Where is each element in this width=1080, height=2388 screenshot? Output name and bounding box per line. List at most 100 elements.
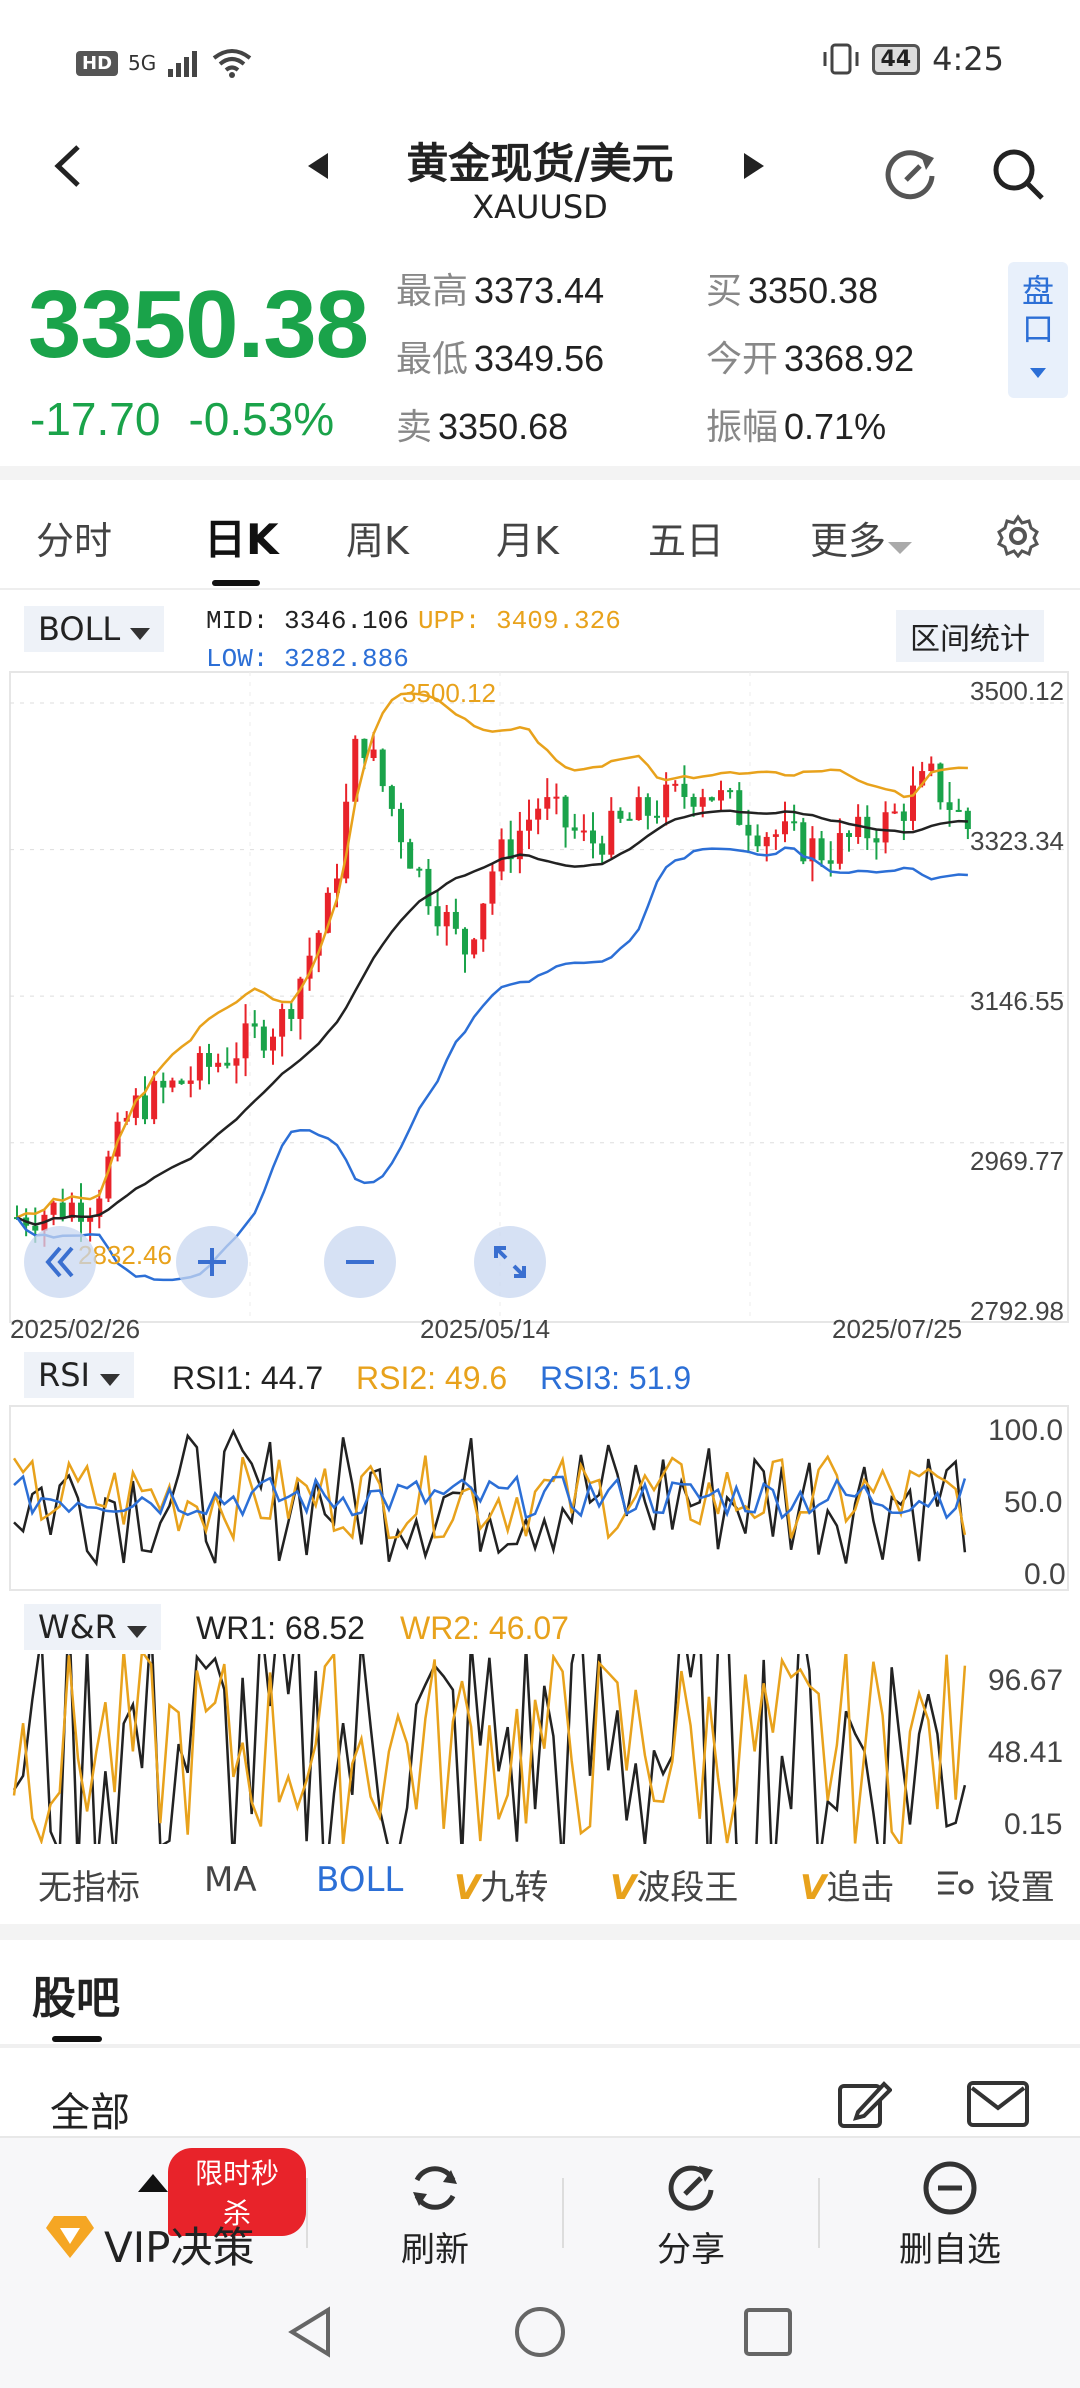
candle-body [617, 810, 624, 819]
high-cell: 最高 3373.44 [396, 270, 605, 311]
candle-body [553, 796, 560, 799]
tab-weekly-k[interactable]: 周K [346, 519, 409, 563]
candle-body [535, 808, 542, 820]
remove-watchlist-button[interactable]: 删自选 [820, 2138, 1080, 2278]
fullscreen-button[interactable] [474, 1226, 546, 1298]
candle-body [96, 1198, 103, 1217]
candle-body [791, 821, 798, 824]
candle-body [196, 1053, 203, 1081]
nav-recents-icon[interactable] [742, 2306, 794, 2358]
indicator-tab-nine-turn[interactable]: V九转 [454, 1868, 549, 1908]
search-icon [993, 149, 1044, 200]
caret-down-icon [1030, 368, 1046, 378]
active-tab-indicator [212, 580, 260, 586]
indicator-tab-boll[interactable]: BOLL [316, 1860, 404, 1900]
candle-body [288, 1009, 295, 1019]
tab-intraday[interactable]: 分时 [36, 519, 113, 563]
rsi-indicator-select[interactable]: RSI [24, 1352, 135, 1398]
caret-down-icon [100, 1374, 121, 1386]
candle-body [169, 1080, 176, 1088]
candle-body [471, 939, 478, 955]
order-book-button[interactable]: 盘口 [1008, 262, 1068, 398]
indicator-settings-button[interactable]: 设置 [930, 1860, 1055, 1909]
candle-body [736, 790, 743, 825]
candle-body [745, 824, 752, 836]
search-button[interactable] [988, 144, 1048, 208]
candle-body [425, 868, 432, 907]
share-button[interactable]: 分享 [564, 2138, 818, 2278]
y-tick-label: 0.0 [1024, 1558, 1066, 1591]
candle-body [544, 797, 551, 809]
candle-body [233, 1058, 240, 1066]
compose-post-button[interactable] [836, 2076, 893, 2136]
candle-body [242, 1023, 249, 1059]
boll-mid-value: MID: 3346.106 [206, 606, 409, 636]
candle-body [516, 830, 523, 860]
candle-body [379, 749, 386, 787]
minus-circle-icon [923, 2161, 977, 2215]
candle-body [608, 810, 615, 855]
forum-filter-all[interactable]: 全部 [50, 2090, 130, 2136]
share-icon [668, 2165, 714, 2211]
boll-upp-value: UPP: 3409.326 [418, 606, 621, 636]
y-tick-label: 100.0 [988, 1414, 1064, 1447]
forum-title-underline [52, 2036, 102, 2042]
tab-more[interactable]: 更多 [810, 510, 913, 565]
vibrate-icon [823, 43, 859, 75]
back-button[interactable] [48, 140, 88, 205]
candle-body [562, 796, 569, 828]
wr-indicator-select[interactable]: W&R [24, 1604, 161, 1650]
main-indicator-select[interactable]: BOLL [24, 606, 165, 652]
candle-body [873, 838, 880, 843]
quote-panel: 3350.38 -17.70 -0.53% 最高 3373.44 最低 3349.56… [0, 250, 1080, 470]
candle-body [782, 821, 788, 835]
tab-five-day[interactable]: 五日 [648, 519, 725, 563]
rsi-chart[interactable] [0, 1404, 1080, 1594]
hd-badge: HD [76, 50, 119, 76]
candle-body [526, 819, 532, 831]
status-bar: HD 5G 44 4:25 [0, 0, 1080, 120]
amplitude-cell: 振幅 0.71% [706, 406, 887, 447]
nav-home-icon[interactable] [512, 2304, 568, 2360]
candle-body [480, 903, 487, 940]
candle-body [251, 1023, 258, 1027]
tab-daily-k[interactable]: 日K [204, 515, 279, 564]
prev-symbol-button[interactable] [306, 150, 330, 190]
nav-back-icon[interactable] [284, 2306, 336, 2358]
refresh-quote-button[interactable] [880, 144, 940, 208]
indicator-tab-chase[interactable]: V追击 [800, 1868, 895, 1908]
candle-body [306, 955, 313, 979]
tab-monthly-k[interactable]: 月K [496, 519, 559, 563]
messages-button[interactable] [966, 2080, 1030, 2132]
zoom-in-button[interactable] [176, 1226, 248, 1298]
candle-body [681, 783, 688, 797]
candle-body [937, 763, 944, 803]
vip-v-icon: V [454, 1868, 481, 1908]
wr-chart[interactable] [0, 1654, 1080, 1844]
zoom-out-button[interactable] [324, 1226, 396, 1298]
rsi3-line [13, 1474, 967, 1520]
candle-body [142, 1095, 148, 1120]
indicator-tab-wave-king[interactable]: V波段王 [610, 1868, 739, 1908]
indicator-tab-ma[interactable]: MA [204, 1860, 257, 1900]
kline-chart[interactable] [0, 670, 1080, 1350]
candle-body [388, 786, 395, 809]
candle-body [654, 815, 660, 818]
candle-body [571, 827, 578, 831]
candle-body [452, 911, 459, 929]
scroll-left-button[interactable] [24, 1226, 96, 1298]
chart-frame [9, 1405, 1069, 1591]
candle-body [580, 830, 587, 833]
change-value: -17.70 [30, 393, 161, 445]
battery-indicator: 44 [871, 43, 921, 75]
vip-decision-button[interactable]: 限时秒杀 VIP决策 [0, 2138, 306, 2278]
candle-body [434, 906, 441, 927]
y-tick-label: 0.15 [1004, 1808, 1063, 1841]
candle-body [260, 1026, 267, 1051]
range-stats-button[interactable]: 区间统计 [896, 610, 1044, 662]
candle-body [224, 1062, 231, 1066]
next-symbol-button[interactable] [742, 150, 766, 190]
chart-settings-button[interactable] [996, 514, 1040, 562]
refresh-button[interactable]: 刷新 [308, 2138, 562, 2278]
indicator-tab-none[interactable]: 无指标 [38, 1868, 140, 1908]
